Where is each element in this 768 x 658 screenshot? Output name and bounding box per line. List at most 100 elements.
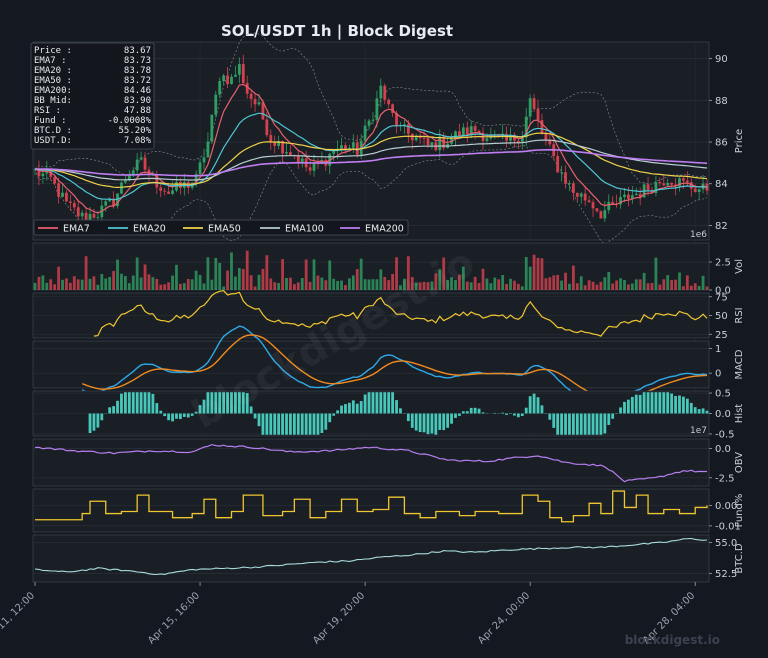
macd-hist-bar xyxy=(151,394,154,414)
macd-hist-bar xyxy=(317,414,320,435)
macd-hist-bar xyxy=(281,414,284,435)
candle-body xyxy=(73,203,76,207)
info-value: 55.20% xyxy=(118,126,151,136)
volume-bar xyxy=(533,255,536,290)
macd-hist-bar xyxy=(501,413,504,414)
macd-hist-bar xyxy=(568,414,571,435)
macd-hist-bar xyxy=(187,414,190,418)
macd-hist-bar xyxy=(619,407,622,413)
volume-bar xyxy=(623,280,626,290)
macd-hist-bar xyxy=(391,392,394,413)
macd-hist-bar xyxy=(552,414,555,428)
volume-bar xyxy=(226,271,229,290)
volume-bar xyxy=(497,279,500,290)
volume-bar xyxy=(631,284,634,290)
macd-hist-bar xyxy=(631,397,634,414)
macd-hist-bar xyxy=(454,414,457,418)
macd-hist-bar xyxy=(446,414,449,428)
volume-bar xyxy=(580,276,583,290)
macd-hist-bar xyxy=(670,394,673,414)
macd-hist-bar xyxy=(442,414,445,431)
volume-bar xyxy=(144,264,147,290)
macd-hist-bar xyxy=(183,414,186,417)
panel-frame-macd xyxy=(33,341,709,388)
volume-bar xyxy=(328,260,331,290)
volume-bar xyxy=(218,263,221,290)
candle-body xyxy=(627,195,630,199)
candle-body xyxy=(234,75,237,77)
candle-body xyxy=(387,100,390,105)
volume-bar xyxy=(210,280,213,290)
volume-bar xyxy=(486,279,489,290)
macd-hist-bar xyxy=(108,407,111,413)
ylabel-hist: Hist xyxy=(734,404,745,424)
macd-hist-bar xyxy=(431,414,434,434)
macd-hist-bar xyxy=(285,414,288,435)
candle-body xyxy=(556,156,559,172)
volume-bar xyxy=(607,272,610,290)
volume-bar xyxy=(234,277,237,290)
volume-bar xyxy=(572,266,575,290)
candle-body xyxy=(599,211,602,218)
volume-bar xyxy=(368,279,371,290)
volume-bar xyxy=(140,278,143,290)
candle-body xyxy=(203,157,206,162)
candle-body xyxy=(226,75,229,84)
macd-hist-bar xyxy=(328,414,331,423)
candle-body xyxy=(85,213,88,221)
volume-bar xyxy=(678,273,681,290)
macd-hist-bar xyxy=(100,414,103,421)
macd-hist-bar xyxy=(458,414,461,416)
panel-frame-fund xyxy=(33,489,709,532)
volume-bar xyxy=(356,269,359,290)
candle-body xyxy=(635,194,638,195)
macd-hist-bar xyxy=(262,414,265,435)
candle-body xyxy=(344,145,347,149)
macd-hist-bar xyxy=(407,414,410,422)
candle-body xyxy=(611,202,614,204)
macd-hist-bar xyxy=(592,414,595,435)
volume-bar xyxy=(332,279,335,290)
volume-bar xyxy=(599,282,602,290)
volume-bar xyxy=(509,279,512,290)
footer-brand: blockdigest.io xyxy=(625,633,720,647)
candle-body xyxy=(383,86,386,100)
candle-body xyxy=(544,134,547,140)
volume-bar xyxy=(297,282,300,290)
ytick-label-macd: 1 xyxy=(715,344,721,355)
volume-bar xyxy=(344,285,347,290)
volume-bar xyxy=(81,280,84,290)
candle-body xyxy=(419,137,422,138)
macd-hist-bar xyxy=(356,404,359,414)
candle-body xyxy=(686,181,689,183)
volume-bar xyxy=(41,275,44,290)
macd-hist-bar xyxy=(305,414,308,435)
volume-bar xyxy=(592,282,595,290)
candle-body xyxy=(199,162,202,174)
info-label: EMA20 : xyxy=(34,66,72,76)
candle-body xyxy=(230,77,233,84)
candle-body xyxy=(309,167,312,170)
volume-bar xyxy=(293,284,296,290)
macd-hist-bar xyxy=(427,414,430,435)
volume-bar xyxy=(104,278,107,290)
volume-bar xyxy=(576,283,579,290)
candle-body xyxy=(269,135,272,141)
candle-body xyxy=(607,202,610,210)
macd-hist-bar xyxy=(96,414,99,428)
macd-hist-bar xyxy=(277,414,280,435)
macd-hist-bar xyxy=(576,414,579,435)
volume-bar xyxy=(148,274,151,290)
volume-bar xyxy=(694,283,697,290)
volume-bar xyxy=(151,277,154,290)
volume-bar xyxy=(246,251,249,290)
macd-hist-bar xyxy=(175,414,178,419)
macd-hist-bar xyxy=(423,414,426,433)
candle-body xyxy=(96,217,99,218)
candle-body xyxy=(568,183,571,184)
macd-hist-bar xyxy=(643,392,646,413)
candle-body xyxy=(171,190,174,193)
ytick-label-obv: 0.0 xyxy=(715,444,731,455)
candle-body xyxy=(340,145,343,149)
